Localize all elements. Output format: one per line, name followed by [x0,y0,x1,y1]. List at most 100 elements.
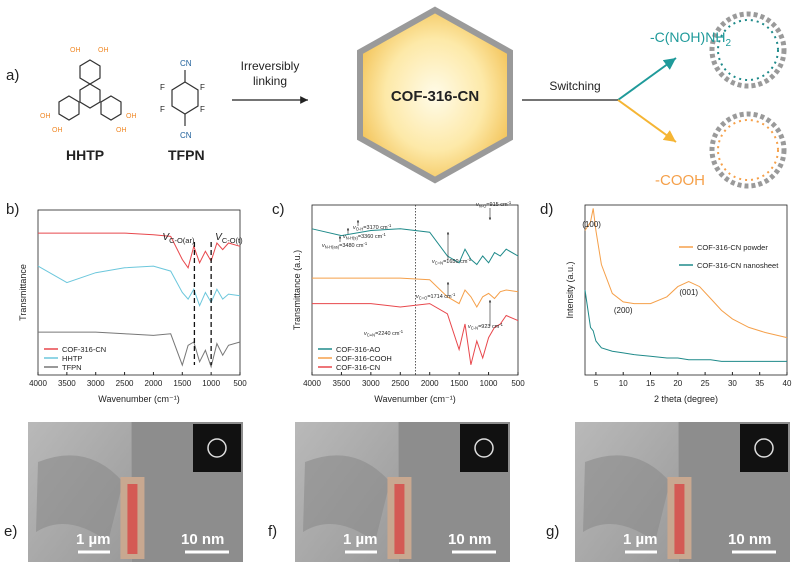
annotation: vC-N=923 cm-1 [468,322,504,331]
panel-label: e) [4,523,17,540]
cooh-pore [709,111,787,189]
atom-label: OH [126,113,137,120]
superscript: -1 [499,322,503,327]
annotation: vO-H=3170 cm-1 [353,223,392,232]
chart: 5 10 15 20 25 30 35 40 2 theta (degree) Intensity… [565,204,792,404]
y-axis-label: Transmittance [18,264,28,321]
x-tick-label: 2500 [116,379,134,388]
fft-inset [740,424,788,472]
atom-label: F [160,83,165,92]
cooh-groups [717,119,779,181]
annotation: vC≡N=2240 cm-1 [364,329,404,338]
symbol: v [322,243,326,249]
micrograph: 1 µm 10 nm [28,422,243,562]
annotation: vC=O=1714 cm-1 [416,292,456,301]
x-tick-label: 3000 [362,379,380,388]
symbol: v [476,202,480,208]
legend-label: COF-316-CN nanosheet [697,261,779,270]
x-tick-label: 1500 [173,379,191,388]
scale-label: 10 nm [448,531,491,548]
x-tick-label: 500 [511,379,525,388]
x-tick-label: 1000 [202,379,220,388]
x-tick-label: 3500 [58,379,76,388]
legend-label: COF-316-AO [336,345,380,354]
arrow [617,99,677,143]
legend-label: HHTP [62,354,82,363]
series-line [312,303,519,365]
legend-label: COF-316-CN powder [697,243,768,252]
atom-label: OH [70,47,81,54]
panel-label: c) [272,201,285,218]
legend-label: TFPN [62,363,82,372]
fft-inset [193,424,241,472]
y-axis-label: Intensity (a.u.) [565,261,575,318]
vial [394,484,405,554]
cof-pore [357,6,513,184]
panel-label: g) [546,523,559,540]
value: =1650 cm [443,259,468,265]
value: =923 cm [478,324,500,330]
scale-label: 10 nm [728,531,771,548]
symbol: V [215,232,223,243]
value: =1714 cm [427,294,452,300]
series-line [38,232,241,269]
series-line [312,277,519,308]
atom-label: OH [40,113,51,120]
x-tick-label: 2500 [391,379,409,388]
x-tick-label: 2000 [421,379,439,388]
annotation: VC-O(t) [215,232,243,245]
x-tick-label: 5 [594,379,599,388]
subscript: C-O(ar) [169,236,195,245]
x-tick-label: 25 [701,379,710,388]
subscript: C-N [471,326,478,331]
value: =3480 cm [339,243,364,249]
legend-label: COF-316-CN [62,345,106,354]
scale-label: 1 µm [343,531,378,548]
fft-ring [474,438,494,458]
atom-label: F [200,83,205,92]
acid-label: -COOH [655,172,705,189]
tfpn-molecule [171,70,199,126]
legend-label: COF-316-CN [336,363,380,372]
annotation: VC-O(ar) [162,232,195,245]
atom-label: OH [52,127,63,134]
x-axis-label: Wavenumber (cm⁻¹) [98,394,179,404]
superscript: -1 [382,232,386,237]
superscript: -1 [508,200,512,205]
x-tick-label: 3500 [333,379,351,388]
chart: 4000 3500 3000 2500 2000 1500 1000 500 Wavenumbe… [292,200,525,404]
x-tick-label: 30 [728,379,737,388]
subscript: C=O [419,296,428,301]
plot-frame [311,204,519,376]
ao-groups [717,19,779,81]
subscript: N-O [479,204,487,209]
symbol: V [162,232,170,243]
subscript: N-H(as) [325,245,340,250]
fft-inset [460,424,508,472]
atom-label: CN [180,59,192,68]
x-tick-label: 40 [783,379,792,388]
value: =2240 cm [375,331,400,337]
superscript: -1 [452,292,456,297]
legend-label: COF-316-COOH [336,354,392,363]
arrow-label: linking [253,74,287,88]
series-line [311,228,519,266]
amidoxime-label: -C(NOH)NH2 [650,29,731,49]
symbol: v [353,225,357,231]
atom-label: F [160,105,165,114]
panel-label: d) [540,201,553,218]
atom-label: OH [116,127,127,134]
atom-label: CN [180,131,192,140]
series-line [38,331,241,369]
panel-label: b) [6,201,19,218]
x-tick-label: 1500 [450,379,468,388]
scale-label: 1 µm [76,531,111,548]
micrograph: 1 µm 10 nm [575,422,790,562]
x-axis-label: 2 theta (degree) [654,394,718,404]
scale-label: 1 µm [623,531,658,548]
y-axis-label: Transmittance (a.u.) [292,250,302,330]
fft-ring [207,438,227,458]
plot-frame [37,209,241,376]
subscript: C-O(t) [222,236,243,245]
